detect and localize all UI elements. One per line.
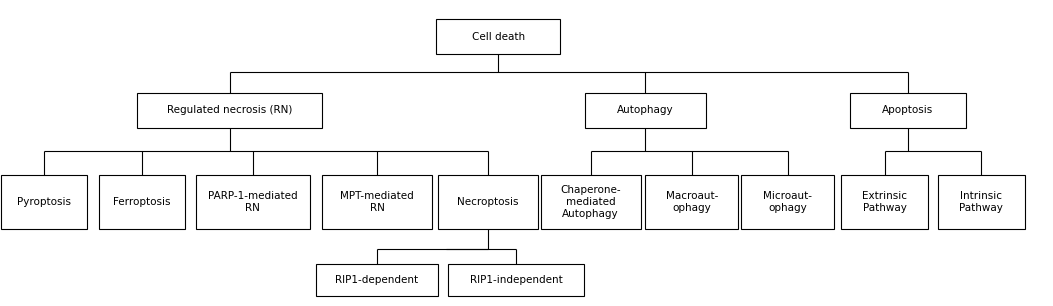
FancyBboxPatch shape	[438, 175, 538, 229]
FancyBboxPatch shape	[316, 264, 438, 296]
Text: Extrinsic
Pathway: Extrinsic Pathway	[862, 191, 907, 213]
FancyBboxPatch shape	[196, 175, 310, 229]
Text: RIP1-dependent: RIP1-dependent	[336, 275, 418, 285]
FancyBboxPatch shape	[741, 175, 834, 229]
FancyBboxPatch shape	[99, 175, 185, 229]
FancyBboxPatch shape	[841, 175, 928, 229]
Text: Cell death: Cell death	[472, 32, 524, 42]
Text: Ferroptosis: Ferroptosis	[114, 197, 171, 207]
FancyBboxPatch shape	[1, 175, 87, 229]
Text: Necroptosis: Necroptosis	[457, 197, 518, 207]
Text: MPT-mediated
RN: MPT-mediated RN	[340, 191, 414, 213]
FancyBboxPatch shape	[850, 92, 966, 128]
Text: Macroaut-
ophagy: Macroaut- ophagy	[665, 191, 718, 213]
Text: Intrinsic
Pathway: Intrinsic Pathway	[959, 191, 1004, 213]
Text: Microaut-
ophagy: Microaut- ophagy	[763, 191, 812, 213]
Text: Pyroptosis: Pyroptosis	[17, 197, 72, 207]
Text: PARP-1-mediated
RN: PARP-1-mediated RN	[207, 191, 298, 213]
Text: Autophagy: Autophagy	[617, 105, 674, 115]
Text: Regulated necrosis (RN): Regulated necrosis (RN)	[166, 105, 293, 115]
FancyBboxPatch shape	[448, 264, 584, 296]
FancyBboxPatch shape	[541, 175, 640, 229]
FancyBboxPatch shape	[436, 19, 560, 54]
FancyBboxPatch shape	[938, 175, 1025, 229]
FancyBboxPatch shape	[645, 175, 738, 229]
FancyBboxPatch shape	[585, 92, 706, 128]
FancyBboxPatch shape	[322, 175, 432, 229]
Text: Apoptosis: Apoptosis	[882, 105, 933, 115]
Text: Chaperone-
mediated
Autophagy: Chaperone- mediated Autophagy	[560, 185, 621, 218]
FancyBboxPatch shape	[138, 92, 322, 128]
Text: RIP1-independent: RIP1-independent	[470, 275, 562, 285]
